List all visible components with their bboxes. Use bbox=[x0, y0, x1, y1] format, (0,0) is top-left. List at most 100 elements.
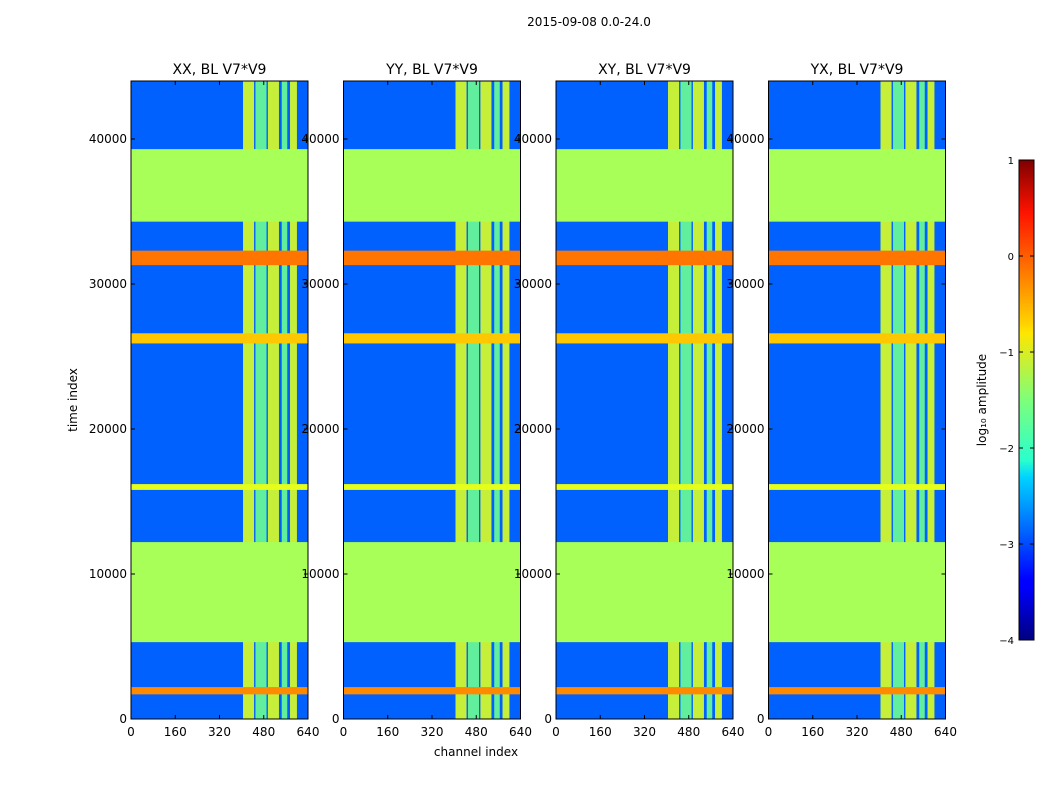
panel-1: XX, BL V7*V9 0 160 320 480 640 0 10000 20000 3000… bbox=[89, 62, 320, 739]
flagged-region bbox=[131, 149, 308, 222]
rfi-channel-column bbox=[467, 81, 480, 719]
x-tick-label: 640 bbox=[934, 725, 957, 739]
time-band bbox=[131, 687, 308, 695]
rfi-channel-column bbox=[494, 81, 500, 719]
colorbar-tick-label: −3 bbox=[999, 540, 1014, 551]
time-band bbox=[768, 484, 946, 490]
panel-2: YY, BL V7*V9 0 160 320 480 640 0 10000 20000 3000… bbox=[301, 62, 532, 739]
y-tick-label: 30000 bbox=[726, 277, 764, 291]
rfi-channel-column bbox=[267, 81, 279, 719]
rfi-channel-column bbox=[680, 81, 692, 719]
y-tick-label: 0 bbox=[757, 712, 765, 726]
time-band bbox=[768, 250, 946, 266]
y-tick-label: 10000 bbox=[514, 567, 552, 581]
y-tick-label: 20000 bbox=[301, 422, 339, 436]
time-band bbox=[768, 687, 946, 695]
time-band bbox=[343, 333, 521, 344]
panel-title: YX, BL V7*V9 bbox=[810, 62, 904, 78]
rfi-channel-column bbox=[243, 81, 255, 719]
x-tick-label: 640 bbox=[297, 725, 320, 739]
x-tick-label: 640 bbox=[509, 725, 532, 739]
rfi-channel-column bbox=[692, 81, 704, 719]
rfi-channel-column bbox=[927, 81, 935, 719]
time-band bbox=[556, 484, 733, 490]
x-tick-label: 160 bbox=[589, 725, 612, 739]
y-tick-label: 10000 bbox=[301, 567, 339, 581]
y-tick-label: 40000 bbox=[514, 132, 552, 146]
colorbar-label: log₁₀ amplitude bbox=[975, 354, 989, 446]
flagged-region bbox=[768, 542, 946, 643]
rfi-channel-column bbox=[480, 81, 492, 719]
panels-group: XX, BL V7*V9 0 160 320 480 640 0 10000 20000 3000… bbox=[89, 62, 957, 739]
y-axis-label: time index bbox=[66, 368, 80, 432]
flagged-region bbox=[556, 542, 733, 643]
rfi-channel-column bbox=[880, 81, 892, 719]
flagged-region bbox=[343, 542, 521, 643]
y-tick-label: 20000 bbox=[726, 422, 764, 436]
x-tick-label: 320 bbox=[846, 725, 869, 739]
rfi-channel-column bbox=[255, 81, 267, 719]
colorbar-tick-label: 1 bbox=[1008, 156, 1014, 167]
panel-title: YY, BL V7*V9 bbox=[385, 62, 478, 78]
y-tick-label: 30000 bbox=[514, 277, 552, 291]
rfi-channel-column bbox=[502, 81, 510, 719]
rfi-channel-column bbox=[455, 81, 467, 719]
x-tick-label: 480 bbox=[465, 725, 488, 739]
time-band bbox=[343, 250, 521, 266]
y-tick-label: 40000 bbox=[89, 132, 127, 146]
time-band bbox=[556, 333, 733, 344]
y-tick-label: 0 bbox=[332, 712, 340, 726]
time-band bbox=[131, 484, 308, 490]
colorbar: 1 0 −1 −2 −3 −4 log₁₀ amplitude bbox=[975, 156, 1035, 647]
colorbar-tick-label: −2 bbox=[999, 444, 1014, 455]
x-axis-label: channel index bbox=[434, 745, 518, 759]
panel-3: XY, BL V7*V9 0 160 320 480 640 0 10000 20000 3000… bbox=[514, 62, 745, 739]
flagged-region bbox=[131, 542, 308, 643]
x-tick-label: 160 bbox=[801, 725, 824, 739]
flagged-region bbox=[343, 149, 521, 222]
rfi-channel-column bbox=[281, 81, 288, 719]
time-band bbox=[768, 333, 946, 344]
y-tick-label: 20000 bbox=[89, 422, 127, 436]
x-tick-label: 160 bbox=[164, 725, 187, 739]
y-tick-label: 40000 bbox=[301, 132, 339, 146]
y-tick-label: 30000 bbox=[89, 277, 127, 291]
panel-title: XX, BL V7*V9 bbox=[173, 62, 267, 78]
rfi-channel-column bbox=[919, 81, 925, 719]
time-band bbox=[556, 250, 733, 266]
time-band bbox=[131, 333, 308, 344]
y-tick-label: 10000 bbox=[726, 567, 764, 581]
x-tick-label: 160 bbox=[376, 725, 399, 739]
x-tick-label: 480 bbox=[677, 725, 700, 739]
x-tick-label: 480 bbox=[252, 725, 275, 739]
colorbar-tick-label: 0 bbox=[1008, 252, 1014, 263]
rfi-channel-column bbox=[668, 81, 680, 719]
x-tick-label: 0 bbox=[552, 725, 560, 739]
y-tick-label: 40000 bbox=[726, 132, 764, 146]
y-tick-label: 0 bbox=[544, 712, 552, 726]
time-band bbox=[343, 687, 521, 695]
y-tick-label: 0 bbox=[119, 712, 127, 726]
figure-suptitle: 2015-09-08 0.0-24.0 bbox=[527, 15, 651, 29]
flagged-region bbox=[556, 149, 733, 222]
colorbar-ticks: 1 0 −1 −2 −3 −4 bbox=[999, 156, 1034, 647]
rfi-channel-column bbox=[905, 81, 917, 719]
rfi-channel-column bbox=[706, 81, 713, 719]
x-tick-label: 0 bbox=[765, 725, 773, 739]
y-tick-label: 20000 bbox=[514, 422, 552, 436]
x-tick-label: 480 bbox=[890, 725, 913, 739]
x-tick-label: 320 bbox=[421, 725, 444, 739]
x-tick-label: 0 bbox=[127, 725, 135, 739]
x-tick-label: 320 bbox=[208, 725, 231, 739]
panel-4: YX, BL V7*V9 0 160 320 480 640 0 10000 20000 3000… bbox=[726, 62, 957, 739]
y-tick-label: 30000 bbox=[301, 277, 339, 291]
panel-title: XY, BL V7*V9 bbox=[598, 62, 691, 78]
x-tick-label: 0 bbox=[340, 725, 348, 739]
rfi-channel-column bbox=[290, 81, 297, 719]
rfi-channel-column bbox=[892, 81, 905, 719]
flagged-region bbox=[768, 149, 946, 222]
time-band bbox=[556, 687, 733, 695]
time-band bbox=[131, 250, 308, 266]
rfi-channel-column bbox=[715, 81, 722, 719]
